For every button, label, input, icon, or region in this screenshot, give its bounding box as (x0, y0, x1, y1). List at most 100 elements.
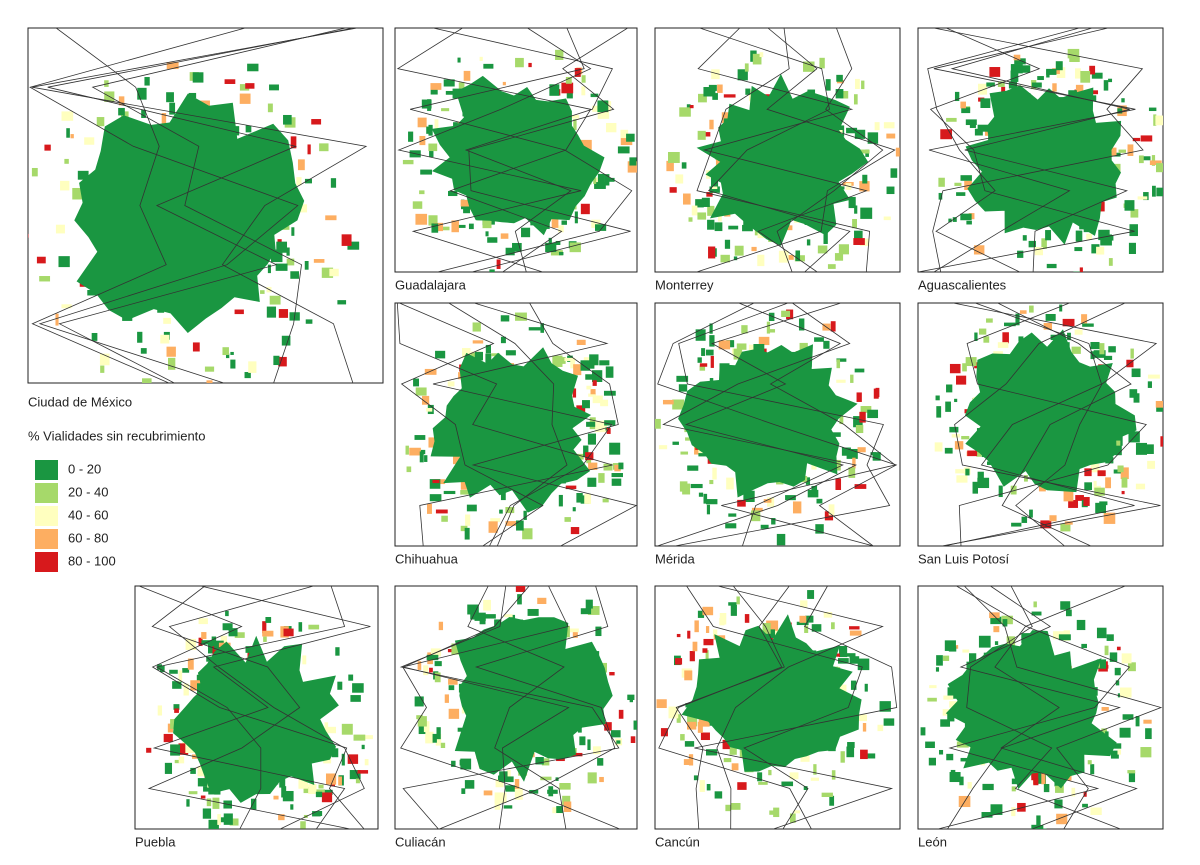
urban-patch (1074, 247, 1083, 252)
urban-patch (263, 636, 267, 642)
urban-patch (982, 783, 994, 791)
urban-patch (728, 513, 737, 517)
urban-patch (837, 658, 849, 664)
urban-patch (1148, 107, 1157, 112)
urban-patch (697, 721, 703, 733)
urban-patch (758, 336, 770, 346)
urban-patch (584, 493, 592, 504)
urban-patch (1137, 196, 1148, 200)
urban-patch (505, 785, 518, 792)
urban-patch (485, 231, 489, 237)
urban-patch (1049, 515, 1057, 522)
urban-patch (337, 300, 347, 305)
urban-patch (163, 733, 173, 743)
urban-patch (606, 427, 611, 434)
urban-patch (61, 304, 72, 309)
urban-patch (855, 78, 860, 89)
urban-patch (1129, 389, 1138, 398)
urban-patch (178, 743, 189, 755)
urban-patch (505, 776, 514, 783)
urban-patch (426, 654, 439, 661)
urban-core (430, 347, 592, 513)
urban-patch (570, 752, 583, 757)
urban-patch (325, 215, 337, 221)
urban-patch (950, 769, 956, 781)
urban-patch (980, 98, 991, 108)
urban-patch (698, 492, 704, 497)
city-map (654, 27, 901, 273)
urban-patch (723, 758, 732, 763)
urban-patch (58, 256, 70, 268)
urban-patch (814, 337, 824, 342)
urban-patch (503, 805, 513, 809)
urban-patch (954, 91, 960, 102)
urban-patch (485, 353, 492, 366)
urban-patch (1114, 444, 1122, 456)
urban-patch (323, 757, 332, 764)
urban-patch (585, 599, 593, 609)
municipal-border (138, 586, 365, 829)
urban-patch (460, 490, 470, 495)
urban-patch (489, 269, 495, 272)
urban-patch (220, 635, 228, 647)
municipal-border (696, 28, 896, 272)
urban-patch (202, 808, 212, 819)
urban-patch (460, 525, 468, 532)
urban-patch (609, 442, 621, 455)
urban-patch (1068, 500, 1079, 508)
urban-patch (1093, 480, 1097, 491)
urban-patch (461, 788, 466, 794)
urban-patch (279, 778, 286, 788)
urban-patch (460, 199, 471, 207)
urban-patch (330, 783, 335, 787)
urban-patch (709, 119, 714, 130)
urban-patch (497, 775, 502, 781)
urban-patch (460, 479, 470, 490)
urban-patch (750, 510, 761, 522)
urban-patch (441, 108, 450, 112)
map-content (666, 28, 900, 272)
urban-patch (969, 124, 976, 128)
urban-patch (874, 122, 880, 131)
urban-patch (849, 626, 860, 630)
urban-patch (483, 599, 491, 611)
urban-patch (433, 222, 444, 232)
urban-patch (734, 245, 744, 256)
map-content (934, 303, 1163, 546)
urban-patch (587, 433, 597, 445)
urban-patch (576, 339, 586, 346)
urban-patch (569, 242, 581, 253)
urban-patch (977, 471, 984, 483)
urban-patch (72, 187, 84, 200)
urban-patch (795, 250, 801, 262)
urban-patch (335, 647, 340, 656)
urban-patch (974, 128, 983, 136)
urban-patch (228, 628, 238, 637)
urban-patch (1124, 200, 1135, 211)
urban-patch (965, 119, 977, 126)
urban-patch (585, 374, 596, 380)
legend-label: 0 - 20 (68, 461, 101, 476)
urban-patch (813, 764, 817, 775)
urban-patch (183, 683, 189, 696)
urban-patch (186, 799, 190, 807)
urban-patch (595, 626, 602, 637)
municipal-border (696, 28, 871, 272)
urban-patch (434, 661, 442, 667)
urban-patch (361, 744, 365, 750)
urban-patch (594, 182, 606, 189)
urban-core (681, 614, 862, 772)
urban-patch (707, 219, 715, 230)
urban-patch (968, 653, 977, 663)
urban-patch (960, 101, 966, 109)
urban-patch (840, 91, 849, 99)
urban-patch (586, 385, 592, 390)
urban-patch (955, 469, 966, 474)
urban-patch (1103, 80, 1109, 91)
urban-patch (140, 348, 147, 354)
urban-patch (945, 401, 951, 412)
city-name: Mérida (655, 551, 696, 566)
urban-patch (190, 767, 196, 774)
urban-patch (733, 256, 738, 261)
urban-patch (300, 821, 306, 829)
